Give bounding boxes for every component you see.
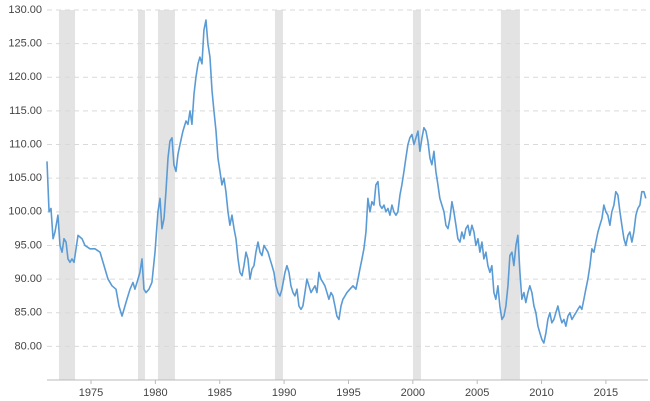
x-tick-label: 1975	[79, 387, 103, 399]
recession-band	[138, 10, 145, 380]
y-tick-label: 95.00	[14, 239, 42, 251]
y-tick-label: 125.00	[8, 38, 42, 50]
y-tick-label: 90.00	[14, 273, 42, 285]
x-tick-label: 1985	[208, 387, 232, 399]
y-tick-label: 105.00	[8, 172, 42, 184]
recession-band	[500, 10, 520, 380]
y-tick-label: 110.00	[9, 138, 42, 150]
x-tick-label: 1980	[143, 387, 167, 399]
data-line	[46, 19, 647, 344]
y-tick-label: 80.00	[14, 340, 42, 352]
y-tick-label: 85.00	[14, 307, 42, 319]
x-tick-label: 2010	[529, 387, 553, 399]
x-tick-label: 1995	[336, 387, 360, 399]
x-tick-label: 2000	[401, 387, 425, 399]
y-tick-label: 115.00	[9, 105, 42, 117]
x-tick-label: 1990	[272, 387, 296, 399]
x-tick-label: 2005	[465, 387, 489, 399]
y-tick-label: 120.00	[8, 71, 42, 83]
x-tick-label: 2015	[594, 387, 618, 399]
recession-band	[412, 10, 421, 380]
recession-band	[274, 10, 283, 380]
y-tick-label: 100.00	[8, 206, 42, 218]
y-tick-label: 130.00	[8, 4, 42, 16]
recession-band	[58, 10, 76, 380]
